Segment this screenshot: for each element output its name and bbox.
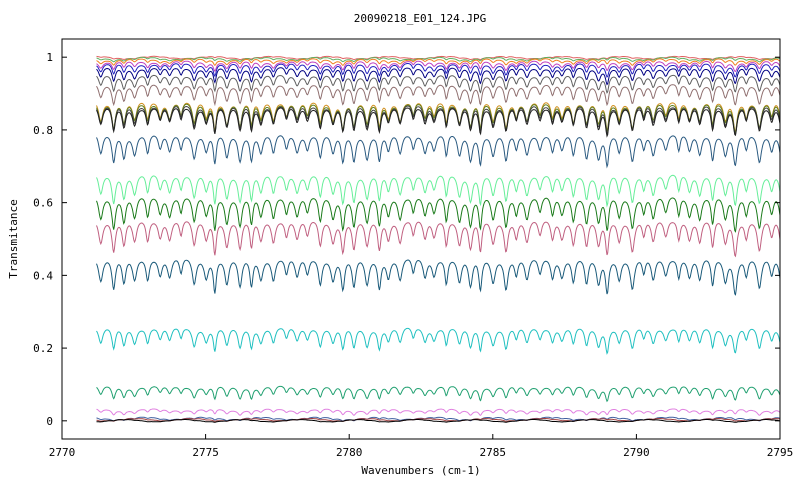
series-line-5: [96, 63, 780, 78]
series-line-18: [96, 327, 780, 355]
series-line-12: [96, 107, 780, 138]
plot-frame: [61, 38, 781, 440]
x-tick-label: 2785: [480, 446, 507, 459]
x-axis-label: Wavenumbers (cm-1): [361, 464, 480, 477]
series-line-6: [96, 67, 780, 86]
series-line-21: [96, 416, 780, 422]
y-tick-label: 0.4: [33, 269, 53, 282]
y-tick-label: 0: [46, 415, 53, 428]
y-tick-label: 0.2: [33, 342, 53, 355]
series-line-9: [96, 102, 780, 133]
series-line-4: [96, 60, 780, 73]
x-axis-ticks: 2770 2775 2780 2785 2790 2795: [49, 434, 794, 459]
x-tick-label: 2790: [623, 446, 650, 459]
x-tick-label: 2770: [49, 446, 76, 459]
series-line-14: [96, 174, 780, 208]
y-tick-label: 0.8: [33, 124, 53, 137]
series-line-15: [96, 197, 780, 233]
series-line-1: [96, 55, 780, 61]
y-axis-ticks: 0 0.2 0.4 0.6 0.8 1: [33, 51, 780, 428]
series-line-16: [96, 221, 780, 258]
series-line-17: [96, 259, 780, 296]
series-line-3: [96, 58, 780, 66]
series-line-7: [96, 74, 780, 94]
x-tick-label: 2775: [192, 446, 219, 459]
y-tick-label: 1: [46, 51, 53, 64]
series-line-11: [96, 105, 780, 136]
x-tick-label: 2780: [336, 446, 363, 459]
series-line-2: [96, 56, 780, 63]
series-line-22: [96, 417, 780, 422]
x-tick-label: 2795: [767, 446, 794, 459]
series-line-8: [96, 84, 780, 107]
y-tick-label: 0.6: [33, 197, 53, 210]
series-line-10: [96, 103, 780, 134]
y-axis-label: Transmitance: [7, 199, 20, 278]
chart-title: 20090218_E01_124.JPG: [354, 12, 486, 25]
series-layer: [96, 55, 780, 423]
series-line-19: [96, 385, 780, 403]
series-line-20: [96, 408, 780, 416]
series-line-13: [96, 135, 780, 169]
series-line-23: [96, 419, 780, 423]
